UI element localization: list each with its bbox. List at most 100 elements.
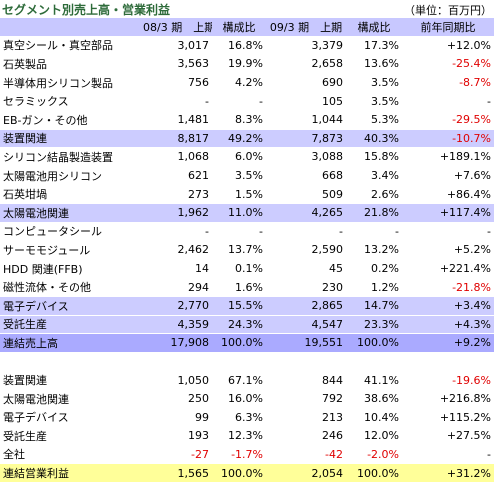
- table-row: サーモモジュール 2,462 13.7% 2,590 13.2% +5.2%: [0, 240, 494, 260]
- value-cell: 690: [266, 73, 346, 93]
- value-cell: 1,050: [140, 370, 212, 390]
- value-cell: 1.2%: [346, 277, 402, 297]
- value-cell: -: [140, 91, 212, 111]
- table-row: セラミックス - -105 3.5% -: [0, 91, 494, 111]
- value-cell: 792: [266, 389, 346, 409]
- value-cell: -29.5%: [402, 110, 494, 130]
- value-cell: 16.0%: [212, 389, 266, 409]
- value-cell: 12.3%: [212, 426, 266, 446]
- table-row: 太陽電池用シリコン 621 3.5% 668 3.4% +7.6%: [0, 166, 494, 186]
- value-cell: 41.1%: [346, 370, 402, 390]
- value-cell: 8.3%: [212, 110, 266, 130]
- value-cell: 2,658: [266, 54, 346, 74]
- value-cell: 14: [140, 259, 212, 279]
- value-cell: 250: [140, 389, 212, 409]
- value-cell: 10.4%: [346, 407, 402, 428]
- value-cell: 19,551: [266, 333, 346, 353]
- value-cell: 621: [140, 166, 212, 186]
- value-cell: +4.3%: [402, 315, 494, 335]
- table-row: 装置関連 8,817 49.2% 7,873 40.3% -10.7%: [0, 129, 494, 149]
- value-cell: 1,044: [266, 110, 346, 130]
- header-cell: 前年同期比: [402, 18, 494, 37]
- label-cell: コンピュータシール: [0, 222, 140, 242]
- value-cell: 16.8%: [212, 36, 266, 56]
- unit: （単位：百万円）: [404, 4, 492, 17]
- table-row: 磁性流体・その他 294 1.6% 230 1.2% -21.8%: [0, 277, 494, 297]
- value-cell: +216.8%: [402, 389, 494, 409]
- table-row: 半導体用シリコン製品 756 4.2% 690 3.5% -8.7%: [0, 73, 494, 93]
- value-cell: 2,770: [140, 296, 212, 316]
- label-cell: 連結営業利益: [0, 463, 140, 483]
- label-cell: サーモモジュール: [0, 240, 140, 260]
- title: セグメント別売上高・営業利益: [2, 3, 171, 17]
- value-cell: 4,359: [140, 315, 212, 335]
- value-cell: -: [212, 91, 266, 111]
- value-cell: -: [266, 222, 346, 242]
- value-cell: -19.6%: [402, 370, 494, 390]
- value-cell: 668: [266, 166, 346, 186]
- table-row: 受託生産 4,359 24.3% 4,547 23.3% +4.3%: [0, 315, 494, 335]
- value-cell: -8.7%: [402, 73, 494, 93]
- value-cell: 1,962: [140, 203, 212, 223]
- label-cell: 電子デバイス: [0, 407, 140, 428]
- value-cell: 3.4%: [346, 166, 402, 186]
- table-body: 真空シール・真空部品 3,017 16.8% 3,379 17.3% +12.0% 石英製品…: [0, 36, 494, 483]
- table-row: 装置関連 1,050 67.1% 844 41.1% -19.6%: [0, 370, 494, 390]
- value-cell: -42: [266, 445, 346, 465]
- value-cell: 273: [140, 184, 212, 204]
- value-cell: 8,817: [140, 129, 212, 149]
- value-cell: 0.2%: [346, 259, 402, 279]
- value-cell: +115.2%: [402, 407, 494, 428]
- label-cell: 受託生産: [0, 426, 140, 446]
- value-cell: 246: [266, 426, 346, 446]
- label-cell: 太陽電池用シリコン: [0, 166, 140, 186]
- value-cell: -1.7%: [212, 445, 266, 465]
- value-cell: 105: [266, 91, 346, 111]
- label-cell: 全社: [0, 445, 140, 465]
- table-row: 電子デバイス 2,770 15.5% 2,865 14.7% +3.4%: [0, 296, 494, 316]
- label-cell: HDD 関連(FFB): [0, 259, 140, 279]
- value-cell: 3,088: [266, 147, 346, 167]
- header-row: 08/3 期 上期 構成比 09/3 期 上期 構成比 前年同期比: [0, 18, 494, 37]
- value-cell: -10.7%: [402, 129, 494, 149]
- label-cell: 石英坩堝: [0, 184, 140, 204]
- table-row: 受託生産 193 12.3% 246 12.0% +27.5%: [0, 426, 494, 446]
- value-cell: +117.4%: [402, 203, 494, 223]
- value-cell: +31.2%: [402, 463, 494, 483]
- spacer-cell: [0, 352, 494, 372]
- label-cell: 装置関連: [0, 370, 140, 390]
- value-cell: +221.4%: [402, 259, 494, 279]
- value-cell: 21.8%: [346, 203, 402, 223]
- value-cell: 4,547: [266, 315, 346, 335]
- value-cell: 0.1%: [212, 259, 266, 279]
- value-cell: 1,481: [140, 110, 212, 130]
- value-cell: +12.0%: [402, 36, 494, 56]
- table-row: 電子デバイス 99 6.3% 213 10.4% +115.2%: [0, 407, 494, 428]
- value-cell: 19.9%: [212, 54, 266, 74]
- value-cell: 17.3%: [346, 36, 402, 56]
- value-cell: 844: [266, 370, 346, 390]
- value-cell: 100.0%: [212, 463, 266, 483]
- value-cell: 13.7%: [212, 240, 266, 260]
- value-cell: +5.2%: [402, 240, 494, 260]
- value-cell: -25.4%: [402, 54, 494, 74]
- value-cell: 1.5%: [212, 184, 266, 204]
- value-cell: 4.2%: [212, 73, 266, 93]
- value-cell: 213: [266, 407, 346, 428]
- value-cell: 13.6%: [346, 54, 402, 74]
- value-cell: -: [402, 91, 494, 111]
- value-cell: 2,054: [266, 463, 346, 483]
- label-cell: 真空シール・真空部品: [0, 36, 140, 56]
- table-row: 連結売上高 17,908 100.0% 19,551 100.0% +9.2%: [0, 333, 494, 353]
- label-cell: 連結売上高: [0, 333, 140, 353]
- value-cell: 67.1%: [212, 370, 266, 390]
- value-cell: -27: [140, 445, 212, 465]
- value-cell: 100.0%: [212, 333, 266, 353]
- value-cell: 15.8%: [346, 147, 402, 167]
- value-cell: 756: [140, 73, 212, 93]
- table-row: 太陽電池関連 1,962 11.0% 4,265 21.8% +117.4%: [0, 203, 494, 223]
- value-cell: +86.4%: [402, 184, 494, 204]
- value-cell: +7.6%: [402, 166, 494, 186]
- table-row: 石英坩堝 273 1.5% 509 2.6% +86.4%: [0, 184, 494, 204]
- header-cell: 09/3 期 上期: [266, 18, 346, 37]
